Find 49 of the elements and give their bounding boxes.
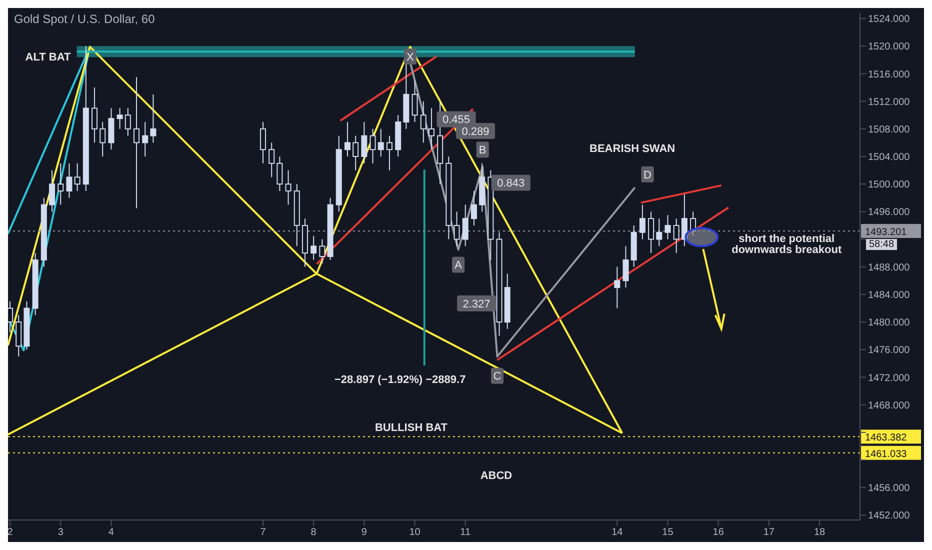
annotation: 0.455 [442,114,470,126]
annotation: ABCD [480,470,512,482]
y-tick-label: 1500.000 [868,180,910,191]
x-tick-label: 9 [361,527,368,538]
ref-line-label: 1463.382 [865,432,908,444]
annotation: BULLISH BAT [374,422,448,434]
x-tick-label: 16 [712,527,724,538]
annotation: X [406,51,415,64]
annotation: B [478,144,486,156]
y-tick-label: 1516.000 [868,69,910,80]
y-tick-label: 1468.000 [868,400,910,412]
annotation: D [644,169,652,182]
x-tick-label: 10 [409,527,421,538]
annotation: ALT BAT [25,51,71,64]
y-tick-label: 1524.000 [868,14,910,26]
y-tick-label: 1504.000 [868,152,910,164]
y-tick-label: 1508.000 [868,124,910,136]
y-tick-label: 1484.000 [868,290,910,301]
x-tick-label: 14 [612,527,624,538]
x-tick-label: 3 [58,527,64,538]
annotation: 0.289 [462,126,490,138]
annotation: A [454,260,463,272]
y-tick-label: 1480.000 [868,318,910,329]
x-tick-label: 18 [814,527,826,538]
x-tick-label: 17 [763,527,775,538]
x-tick-label: 7 [260,527,266,538]
y-tick-label: 1472.000 [868,372,910,384]
x-tick-label: 15 [662,527,674,538]
ref-line-label: 1493.201 [865,226,908,238]
y-tick-label: 1488.000 [868,262,910,274]
x-tick-label: 8 [310,527,317,538]
y-tick-label: 1496.000 [868,207,910,218]
y-tick-label: 1476.000 [868,345,910,356]
x-tick-label: 4 [108,527,114,538]
annotation: 0.843 [497,178,525,190]
annotation: C [493,370,502,383]
annotation: −28.897 (−1.92%) −2889.7 [334,374,466,386]
text: 58:48 [866,238,898,250]
y-tick-label: 1456.000 [868,483,910,494]
ref-line-label: 1461.033 [865,448,908,460]
chart-title: Gold Spot / U.S. Dollar, 60 [14,12,155,26]
y-tick-label: 1520.000 [868,42,910,53]
annotation: BEARISH SWAN [590,143,676,156]
x-tick-label: 11 [460,527,471,538]
y-tick-label: 1452.000 [868,510,910,522]
x-tick-label: 2 [7,527,14,538]
y-tick-label: 1512.000 [868,96,910,108]
annotation: 2.327 [462,298,490,310]
annotation: short the potential downwards breakout [732,232,842,256]
